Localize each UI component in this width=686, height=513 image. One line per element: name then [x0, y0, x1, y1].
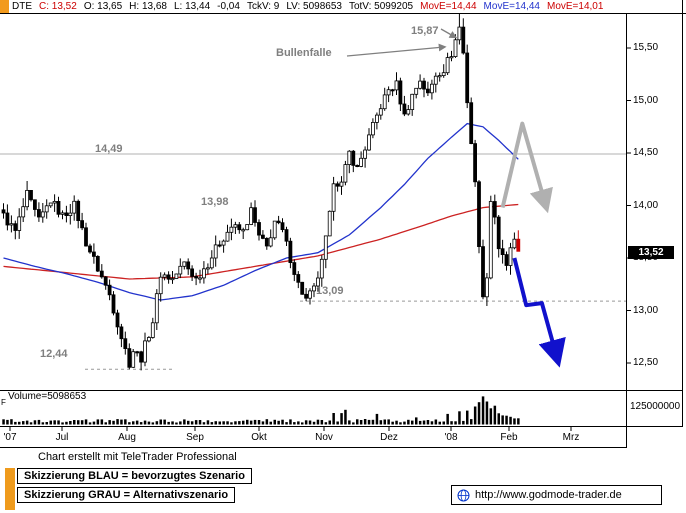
scale-right-border: [682, 0, 683, 426]
resistance-label: 14,49: [95, 143, 123, 155]
axis-ticks: [9, 47, 631, 431]
interim-high-label: 13,98: [201, 196, 229, 208]
infobar-divider: [0, 13, 686, 14]
close-value: C: 13,52: [39, 1, 77, 12]
time-tick-label: Mrz: [562, 432, 580, 443]
price-tick-label: 15,50: [633, 42, 659, 53]
low-value: L: 13,44: [173, 1, 211, 12]
low-label: 12,44: [40, 348, 68, 360]
price-tick-label: 14,50: [633, 147, 659, 158]
time-tick-label: '08: [444, 432, 458, 443]
pane-divider: [0, 390, 683, 391]
time-tick-label: Okt: [251, 432, 267, 443]
time-tick-label: Nov: [315, 432, 333, 443]
change-value: -0,04: [217, 1, 240, 12]
legend-accent-strip: [5, 468, 15, 510]
credit-line: Chart erstellt mit TeleTrader Profession…: [38, 451, 237, 463]
price-tick-label: 13,00: [633, 304, 659, 316]
last-price-tag: 13,52: [628, 246, 674, 259]
price-tick-label: 15,00: [633, 94, 659, 106]
legend-gray-scenario: Skizzierung GRAU = Alternativszenario: [17, 487, 236, 503]
price-tick-label: 14,00: [633, 199, 659, 211]
support-label: 13,09: [316, 285, 344, 297]
volume-bars: [2, 396, 520, 425]
scenario-gray-alternative: [500, 121, 553, 214]
candlesticks: [1, 14, 521, 371]
legend-blue-scenario: Skizzierung BLAU = bevorzugtes Szenario: [17, 468, 252, 484]
time-tick-label: Jul: [55, 432, 69, 443]
open-value: O: 13,65: [83, 1, 123, 12]
move-indicator-2: MovE=14,44: [483, 1, 540, 12]
price-levels: [0, 153, 626, 370]
time-tick-label: Sep: [186, 432, 204, 443]
ma-blue-line: [3, 122, 519, 301]
info-bar: DTE C: 13,52 O: 13,65 H: 13,68 L: 13,44 …: [12, 0, 603, 13]
last-volume: LV: 5098653: [286, 1, 342, 12]
peak-price-label: 15,87: [411, 25, 439, 37]
symbol-label: DTE: [12, 1, 32, 12]
volume-label: Volume=5098653: [8, 391, 87, 402]
move-indicator-1: MovE=14,44: [420, 1, 477, 12]
tick-volume: TckV: 9: [246, 1, 280, 12]
time-tick-label: Aug: [118, 432, 136, 443]
time-tick-label: '07: [3, 432, 17, 443]
axis-bottom-border: [0, 447, 627, 448]
time-tick-label: Feb: [500, 432, 518, 443]
scale-divider: [626, 13, 627, 447]
bull-trap-label: Bullenfalle: [276, 47, 332, 59]
website-url[interactable]: http://www.godmode-trader.de: [475, 489, 622, 501]
bull-trap-arrow: [346, 43, 447, 57]
high-value: H: 13,68: [129, 1, 167, 12]
peak-arrow: [440, 28, 458, 39]
globe-icon: [457, 489, 470, 501]
website-link-box[interactable]: http://www.godmode-trader.de: [451, 485, 662, 505]
ma-red-line: [3, 203, 519, 280]
volume-bottom-border: [0, 426, 683, 427]
time-tick-label: Dez: [380, 432, 398, 443]
total-volume: TotV: 5099205: [348, 1, 414, 12]
move-indicator-3: MovE=14,01: [546, 1, 604, 12]
scenario-blue-preferred: [512, 257, 566, 368]
window-accent-block: [0, 0, 9, 13]
price-tick-label: 12,50: [633, 357, 659, 368]
volume-axis-marker: F: [1, 398, 6, 407]
volume-axis-max-label: 125000000: [630, 401, 681, 412]
